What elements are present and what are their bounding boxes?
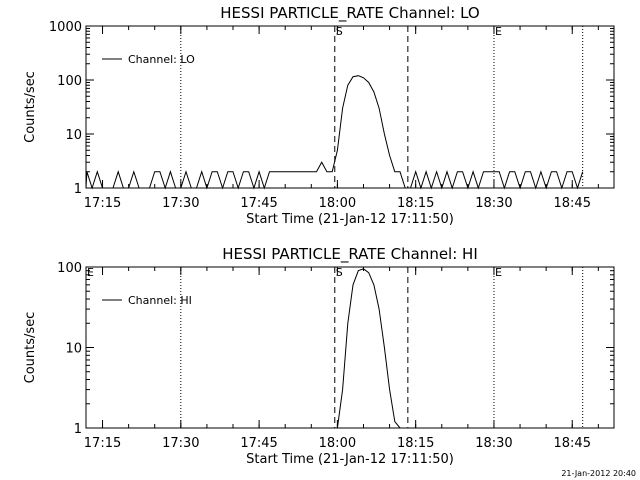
- x-tick-label: 17:30: [162, 436, 199, 451]
- x-tick-label: 18:30: [475, 196, 512, 211]
- x-axis-label: Start Time (21-Jan-12 17:11:50): [246, 212, 454, 227]
- event-marker-s: S: [336, 266, 343, 279]
- x-tick-label: 17:45: [240, 436, 277, 451]
- y-tick-label: 100: [57, 261, 82, 276]
- chart-title: HESSI PARTICLE_RATE Channel: LO: [220, 4, 479, 23]
- series-line: [85, 75, 584, 190]
- x-axis-label: Start Time (21-Jan-12 17:11:50): [246, 452, 454, 467]
- legend-label: Channel: HI: [128, 294, 192, 307]
- plot-frame: [85, 266, 615, 429]
- legend-label: Channel: LO: [128, 53, 195, 66]
- series-line: [336, 268, 401, 429]
- y-tick-label: 1000: [49, 20, 82, 35]
- lo-channel-panel: HESSI PARTICLE_RATE Channel: LO S E 17:15 17…: [23, 4, 615, 227]
- y-tick-label: 1: [74, 182, 82, 197]
- chart-title: HESSI PARTICLE_RATE Channel: HI: [222, 245, 478, 264]
- event-marker-e: E: [495, 25, 502, 38]
- y-axis-label: Counts/sec: [23, 312, 38, 384]
- x-tick-label: 18:45: [554, 436, 591, 451]
- x-tick-label: 17:15: [84, 196, 121, 211]
- plot-frame: [85, 25, 615, 189]
- x-tick-label: 18:30: [475, 436, 512, 451]
- y-tick-label: 1: [74, 422, 82, 437]
- event-marker-e: E: [495, 266, 502, 279]
- event-marker-s: S: [336, 25, 343, 38]
- y-axis-label: Counts/sec: [23, 71, 38, 143]
- x-tick-label: 18:15: [397, 196, 434, 211]
- y-tick-label: 100: [57, 74, 82, 89]
- x-tick-label: 17:15: [84, 436, 121, 451]
- x-tick-label: 17:30: [162, 196, 199, 211]
- event-marker-e: E: [87, 266, 94, 279]
- x-tick-label: 17:45: [240, 196, 277, 211]
- x-tick-label: 18:00: [319, 196, 356, 211]
- plot-timestamp: 21-Jan-2012 20:40: [561, 469, 636, 478]
- x-tick-label: 18:15: [397, 436, 434, 451]
- y-tick-label: 10: [65, 342, 82, 357]
- x-tick-label: 18:00: [319, 436, 356, 451]
- hi-channel-panel: HESSI PARTICLE_RATE Channel: HIE S E17:15 1…: [23, 245, 615, 467]
- x-tick-label: 18:45: [554, 196, 591, 211]
- y-tick-label: 10: [65, 128, 82, 143]
